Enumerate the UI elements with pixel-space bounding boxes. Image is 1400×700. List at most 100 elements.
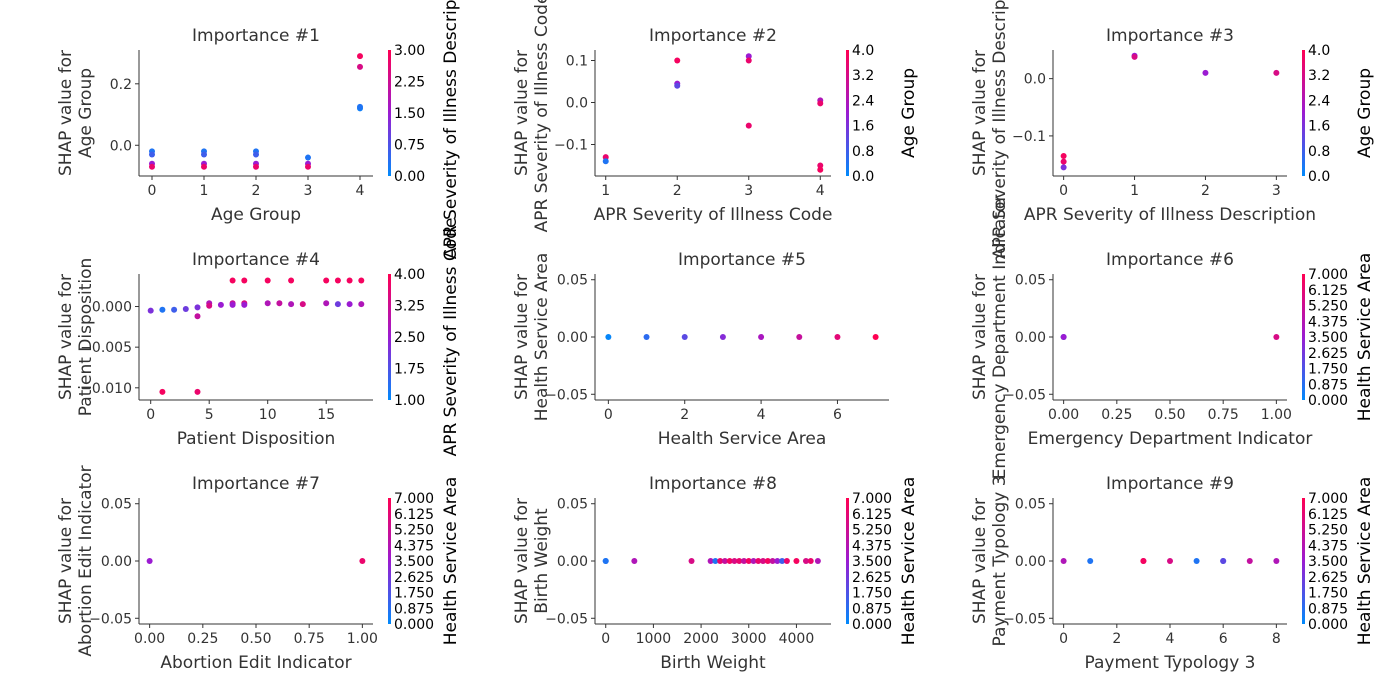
scatter-point [769, 558, 776, 564]
colorbar-tick-label: 1.50 [394, 106, 425, 122]
y-tick-label: −0.05 [89, 611, 132, 627]
y-tick-label: 0.00 [1015, 330, 1046, 346]
y-axis-label: SHAP value forAPR Severity of Illness De… [970, 0, 1010, 259]
x-axis-label: Abortion Edit Indicator [160, 653, 351, 673]
x-tick-label: 4 [1166, 631, 1175, 647]
scatter-point [745, 558, 752, 564]
y-tick-label: 0.2 [110, 77, 132, 93]
colorbar-tick-label: 5.250 [394, 523, 434, 539]
colorbar-tick-label: 2.4 [852, 93, 874, 109]
x-tick-label: 4000 [779, 631, 815, 647]
scatter-point [346, 301, 353, 308]
subplot-title: Importance #5 [678, 250, 806, 270]
scatter-point [194, 304, 201, 311]
scatter-point [159, 388, 166, 395]
x-tick-label: 2 [680, 407, 689, 423]
scatter-point [288, 301, 295, 308]
scatter-point [147, 307, 154, 314]
x-tick-label: 1.00 [347, 631, 378, 647]
subplot-title: Importance #2 [649, 26, 777, 46]
scatter-point [602, 558, 609, 564]
colorbar-tick-label: 0.00 [394, 169, 425, 185]
scatter-point [357, 63, 363, 70]
y-tick-label: 0.00 [101, 554, 132, 570]
scatter-point [1273, 69, 1280, 76]
colorbar-label: Health Service Area [441, 477, 461, 646]
scatter-point [726, 558, 733, 564]
x-tick-label: 4 [757, 407, 766, 423]
colorbar-tick-label: 0.8 [1308, 144, 1330, 160]
x-tick-label: 2 [1112, 631, 1121, 647]
x-axis-label: Health Service Area [658, 429, 827, 449]
y-axis-label: SHAP value forPayment Typology 3 [970, 475, 1010, 646]
scatter-point [872, 334, 879, 340]
y-tick-label: −0.1 [1012, 129, 1046, 145]
colorbar-tick-label: 2.25 [394, 75, 425, 91]
scatter-point [755, 558, 762, 564]
y-tick-label: 0.0 [1024, 72, 1046, 88]
x-tick-label: 1 [601, 183, 610, 199]
colorbar-tick-label: 0.875 [1308, 601, 1348, 617]
y-tick-label: −0.005 [80, 340, 132, 356]
colorbar-tick-label: 3.2 [1308, 68, 1330, 84]
scatter-point [323, 300, 330, 307]
scatter-point [357, 103, 363, 110]
subplot-title: Importance #7 [192, 474, 320, 494]
colorbar-tick-label: 2.625 [852, 570, 892, 586]
scatter-point [288, 277, 295, 284]
colorbar-tick-label: 3.500 [852, 554, 892, 570]
y-tick-label: 0.05 [101, 497, 132, 513]
colorbar-tick-label: 0.000 [1308, 393, 1348, 409]
x-tick-label: 4 [816, 183, 825, 199]
x-tick-label: 3 [744, 183, 753, 199]
scatter-point [643, 334, 650, 340]
x-tick-label: 0 [601, 631, 610, 647]
colorbar [1302, 498, 1305, 624]
scatter-point [305, 154, 311, 161]
scatter-point [206, 302, 213, 309]
x-axis-label: Birth Weight [660, 653, 766, 673]
scatter-point [745, 53, 752, 60]
scatter-point [1273, 558, 1280, 564]
colorbar-tick-label: 7.000 [1308, 267, 1348, 283]
scatter-point [774, 558, 781, 564]
scatter-point [1060, 152, 1067, 159]
scatter-point [779, 558, 786, 564]
x-tick-label: 2 [252, 183, 261, 199]
colorbar-tick-label: 4.00 [394, 267, 425, 283]
scatter-point [217, 301, 224, 308]
scatter-point [1060, 558, 1067, 564]
scatter-point [814, 558, 821, 564]
x-axis-label: Age Group [211, 205, 301, 225]
subplot-importance-7: Importance #70.00 0.25 0.50 0.75 1.00−0.050.… [56, 465, 461, 673]
scatter-point [305, 163, 311, 170]
x-tick-label: 0 [146, 407, 155, 423]
scatter-point [149, 163, 155, 170]
y-tick-label: 0.00 [1015, 554, 1046, 570]
y-axis-label: SHAP value forAPR Severity of Illness Co… [512, 0, 552, 232]
scatter-point [334, 277, 341, 284]
colorbar-tick-label: 0.75 [394, 138, 425, 154]
y-tick-label: 0.0 [566, 96, 588, 112]
scatter-point [229, 301, 236, 308]
x-axis-label: APR Severity of Illness Description [1024, 205, 1316, 225]
scatter-point [707, 558, 714, 564]
scatter-point [357, 53, 363, 60]
x-tick-label: 1.00 [1261, 407, 1292, 423]
colorbar-label: APR Severity of Illness Code [441, 218, 461, 457]
colorbar-label: Health Service Area [899, 477, 919, 646]
scatter-point [602, 158, 609, 165]
colorbar-tick-label: 5.250 [1308, 523, 1348, 539]
colorbar-tick-label: 5.250 [1308, 299, 1348, 315]
scatter-point [817, 162, 824, 169]
colorbar-tick-label: 0.875 [1308, 377, 1348, 393]
scatter-point [241, 277, 248, 284]
y-tick-label: −0.05 [1003, 611, 1046, 627]
x-tick-label: 0 [1059, 631, 1068, 647]
scatter-point [1131, 53, 1138, 60]
colorbar-tick-label: 1.6 [1308, 119, 1330, 135]
x-tick-label: 0.50 [240, 631, 271, 647]
y-tick-label: 0.05 [557, 497, 588, 513]
scatter-point [1087, 558, 1094, 564]
y-tick-label: −0.1 [554, 138, 588, 154]
